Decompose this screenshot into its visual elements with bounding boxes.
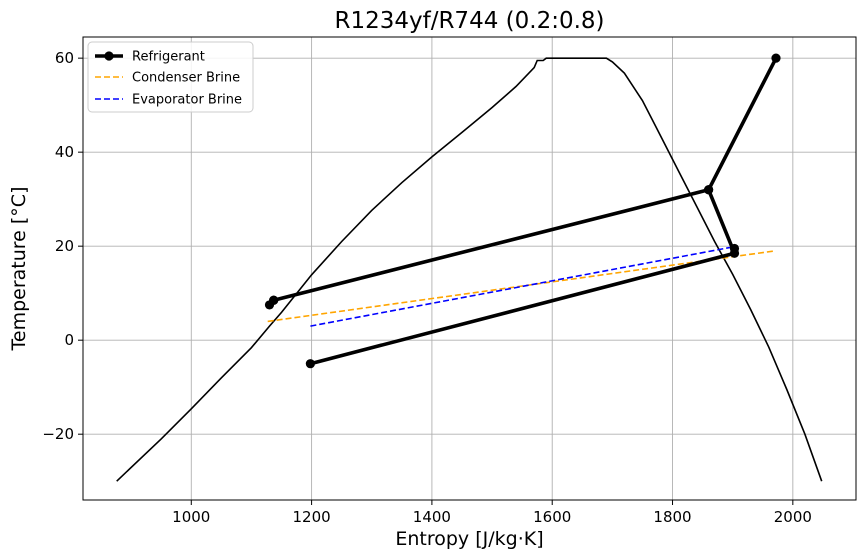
x-tick-label: 1000 bbox=[172, 508, 210, 526]
refrigerant-point bbox=[269, 295, 279, 305]
refrigerant-point bbox=[729, 243, 740, 254]
x-tick-label: 2000 bbox=[774, 508, 812, 526]
legend: Refrigerant Condenser Brine Evaporator Bri… bbox=[87, 41, 254, 113]
saturation-dome-line bbox=[116, 57, 823, 482]
legend-label: Condenser Brine bbox=[132, 71, 240, 86]
y-axis-title: Temperature [°C] bbox=[8, 187, 30, 352]
x-axis-title: Entropy [J/kg·K] bbox=[395, 528, 543, 550]
plot-frame bbox=[82, 36, 857, 501]
y-tick-label: 0 bbox=[64, 331, 74, 349]
refrigerant-line bbox=[267, 56, 778, 366]
refrigerant-point bbox=[771, 53, 781, 63]
refrigerant-point bbox=[305, 359, 315, 369]
data-layer bbox=[116, 53, 823, 482]
legend-label: Evaporator Brine bbox=[132, 93, 242, 108]
evaporator-brine-line bbox=[310, 245, 738, 327]
legend-box bbox=[87, 41, 254, 113]
legend-item-refrigerant: Refrigerant bbox=[95, 50, 205, 65]
x-tick-label: 1800 bbox=[653, 508, 691, 526]
y-tick-label: 60 bbox=[55, 49, 74, 67]
y-tick-label: 40 bbox=[55, 143, 74, 161]
tick-layer: 1000 1200 1400 1600 1800 2000 −20 0 20 40 60 bbox=[42, 49, 812, 526]
x-tick-label: 1200 bbox=[292, 508, 330, 526]
condenser-brine-line bbox=[267, 250, 775, 323]
legend-swatch-marker bbox=[104, 51, 114, 61]
legend-label: Refrigerant bbox=[132, 50, 205, 65]
x-tick-label: 1600 bbox=[533, 508, 571, 526]
legend-item-condenser-brine: Condenser Brine bbox=[95, 71, 240, 86]
x-tick-label: 1400 bbox=[413, 508, 451, 526]
legend-item-evaporator-brine: Evaporator Brine bbox=[95, 93, 242, 108]
y-tick-label: −20 bbox=[42, 425, 74, 443]
chart-title: R1234yf/R744 (0.2:0.8) bbox=[334, 8, 604, 34]
y-tick-label: 20 bbox=[55, 237, 74, 255]
refrigerant-point bbox=[704, 185, 714, 195]
